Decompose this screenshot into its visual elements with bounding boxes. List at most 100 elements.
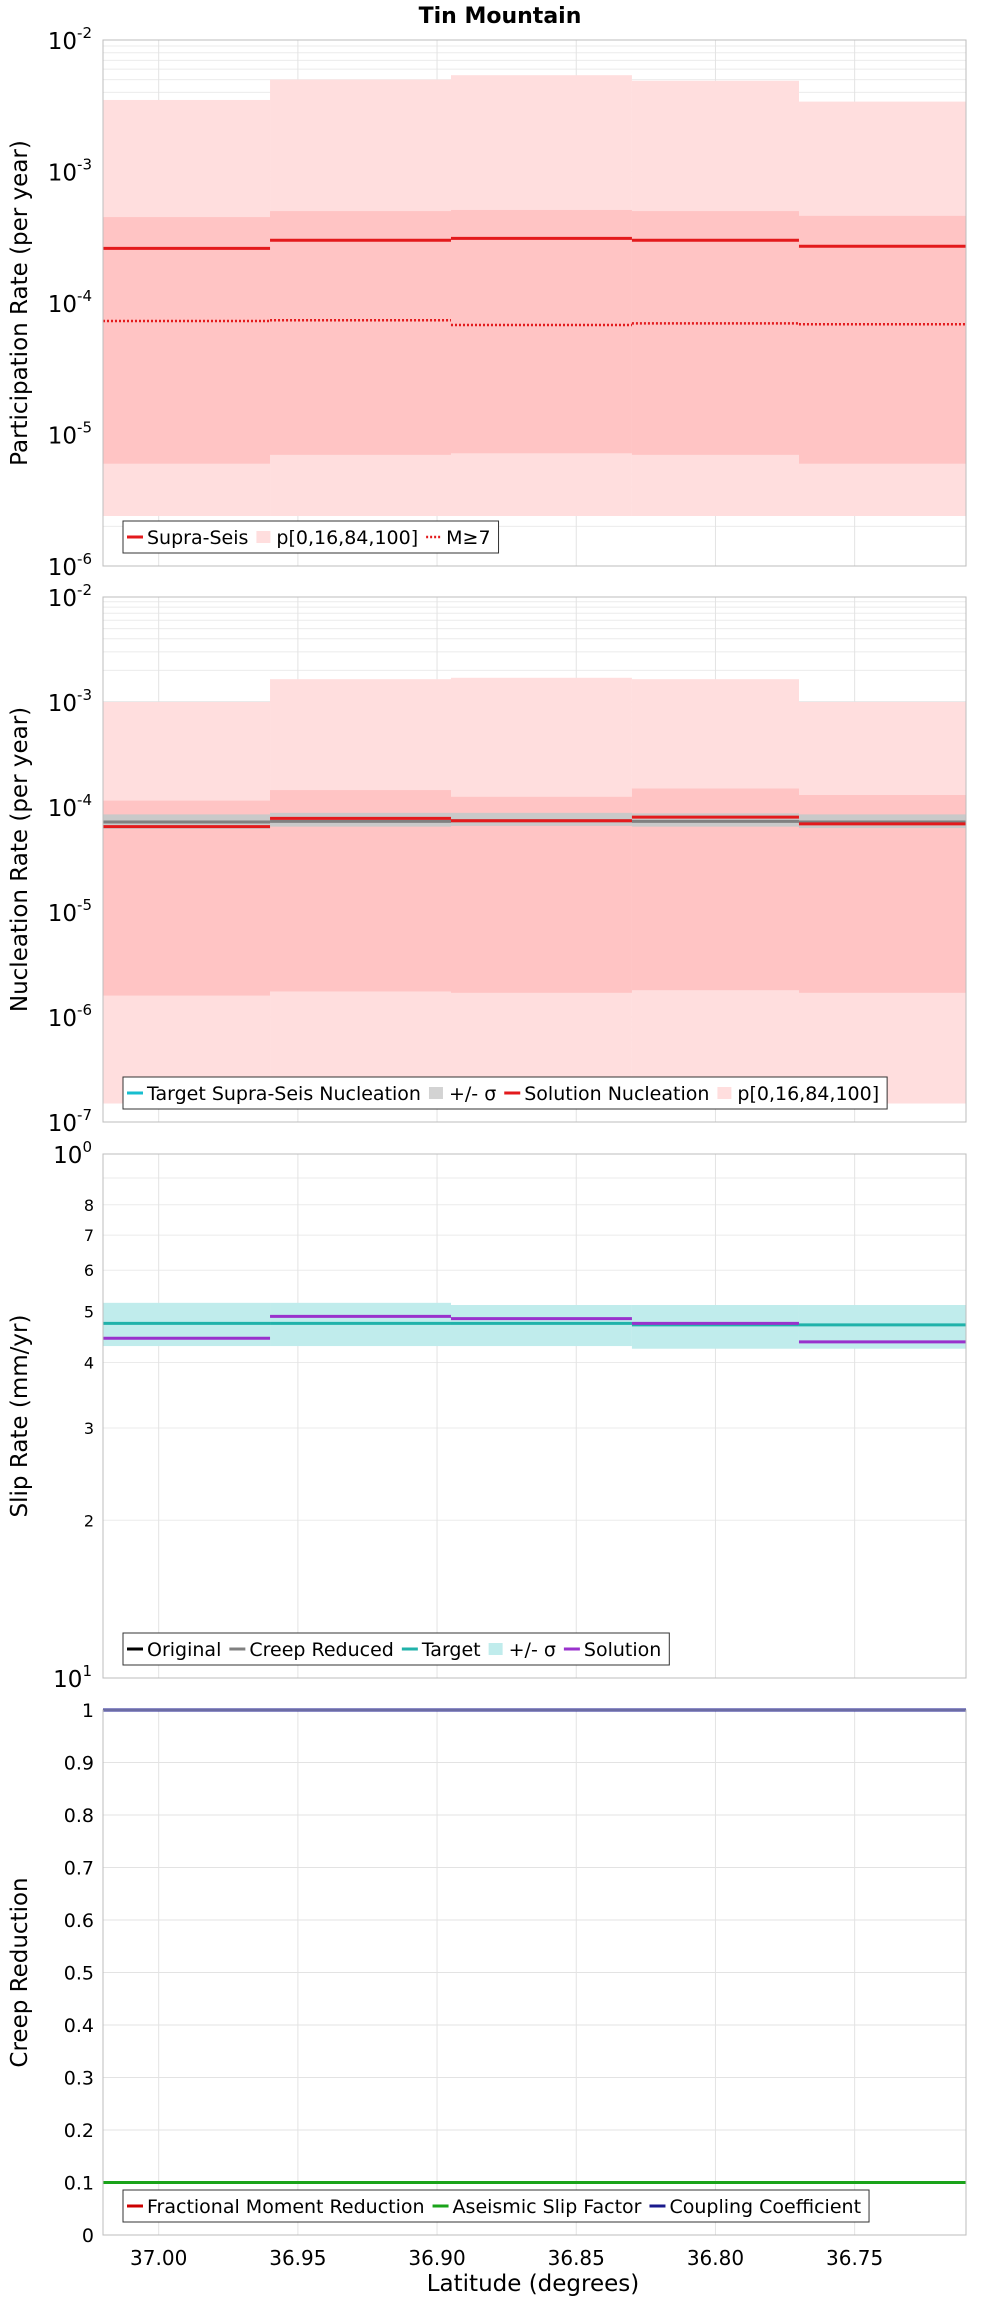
y-tick-label: 0 [82,2225,94,2247]
x-tick-label: 36.75 [826,2246,883,2270]
band-segment [798,215,966,464]
x-tick-label: 36.85 [548,2246,605,2270]
y-tick-label: 0.9 [64,1753,94,1775]
legend: Original Creep Reduced Target +/- σ Solution [122,1632,670,1666]
y-tick-label: 10-2 [48,24,92,55]
legend-swatch [717,1087,732,1099]
y-minor-tick-label: 7 [84,1226,94,1245]
y-tick-label: 10-6 [48,1001,92,1032]
panels: 10-6 10-5 10-4 10-3 10-2 Participation Rate (… [7,24,967,2270]
x-tick-label: 36.80 [687,2246,744,2270]
y-tick-label: 10-4 [48,791,92,822]
y-tick-label: 1 [82,1700,94,1722]
y-tick-label: 0.2 [64,2120,94,2142]
y-tick-label: 10-3 [48,156,92,187]
series-solution-nucleation [103,815,966,829]
legend-item: p[0,16,84,100] [717,1083,879,1105]
legend-item: Supra-Seis [127,527,248,549]
legend-label: Supra-Seis [147,527,248,549]
y-minor-tick-label: 4 [84,1354,94,1373]
legend-item: Target Supra-Seis Nucleation [127,1083,421,1105]
legend-label: p[0,16,84,100] [737,1083,879,1105]
y-tick-label: 0.6 [64,1910,94,1932]
y-axis-label: Participation Rate (per year) [7,140,33,466]
legend: Fractional Moment Reduction Aseismic Slip… [122,2189,870,2223]
band-p-16-84- [103,209,966,464]
x-tick-label: 36.95 [269,2246,326,2270]
y-tick-label: 0.4 [64,2015,94,2037]
series-supra-seis [103,236,966,250]
legend-label: Coupling Coefficient [669,2196,861,2218]
y-tick-label: 10-2 [48,581,92,612]
legend-item: Target [401,1639,481,1661]
band-segment [103,800,271,996]
y-tick-label: 0.8 [64,1805,94,1827]
plot-frame [102,596,967,1123]
x-tick-label: 36.90 [408,2246,465,2270]
legend-label: +/- σ [509,1639,556,1661]
legend-label: Solution [584,1639,661,1661]
y-minor-tick-label: 3 [84,1419,94,1438]
grid [103,1709,966,2236]
legend-label: Fractional Moment Reduction [147,2196,425,2218]
y-minor-tick-label: 2 [84,1511,94,1530]
legend-item: +/- σ [488,1639,556,1661]
legend-swatch [488,1643,503,1655]
legend-item: Original [127,1639,221,1661]
y-minor-tick-label: 8 [84,1196,94,1215]
grid [103,1154,966,1679]
y-axis-label: Creep Reduction [7,1877,33,2067]
legend-label: M≥7 [446,527,490,549]
legend-label: Target [421,1639,481,1661]
x-axis-label: Latitude (degrees) [427,2271,640,2297]
y-tick-labels: 10-7 10-6 10-5 10-4 10-3 10-2 [48,581,92,1137]
legend-label: Original [147,1639,221,1661]
legend-item: Solution Nucleation [504,1083,709,1105]
legend-label: Creep Reduced [249,1639,393,1661]
y-tick-label: 10-3 [48,686,92,717]
y-tick-label: 0.3 [64,2068,94,2090]
legend-swatch [428,1087,443,1099]
series-solution [103,1314,966,1344]
y-minor-tick-label: 5 [84,1303,94,1322]
panel-sliprate: 101 100 2 3 4 5 6 7 8 Slip Rate (mm/yr) Original Cr… [7,1138,967,1693]
y-tick-label: 0.7 [64,1858,94,1880]
figure-title: Tin Mountain [419,4,582,29]
legend-label: Aseismic Slip Factor [453,2196,642,2218]
y-axis-label: Nucleation Rate (per year) [7,707,33,1012]
x-tick-labels: 37.00 36.95 36.90 36.85 36.80 36.75 [130,2246,883,2270]
legend-item: Solution [563,1639,661,1661]
legend-label: Solution Nucleation [524,1083,709,1105]
y-tick-labels: 0 0.1 0.2 0.3 0.4 0.5 0.6 0.7 0.8 0.9 1 [64,1700,94,2247]
y-tick-label: 10-5 [48,419,92,450]
y-tick-label: 10-4 [48,287,92,318]
legend-item: p[0,16,84,100] [256,527,418,549]
legend-swatch [256,531,271,543]
band-segment [450,796,632,993]
band-segment [270,211,451,455]
y-tick-label: 10-5 [48,896,92,927]
legend-box [122,2189,870,2223]
y-tick-label: 10-6 [48,550,92,581]
panel-participation: 10-6 10-5 10-4 10-3 10-2 Participation Rate (… [7,24,967,581]
legend-label: p[0,16,84,100] [276,527,418,549]
y-minor-tick-label: 6 [84,1261,94,1280]
legend-item: Aseismic Slip Factor [432,2196,642,2218]
y-tick-labels: 101 100 2 3 4 5 6 7 8 [53,1138,94,1693]
band-segment [450,1305,632,1347]
legend-label: Target Supra-Seis Nucleation [146,1083,421,1105]
band-segment [103,217,271,464]
legend-item: Coupling Coefficient [649,2196,861,2218]
series-target [103,1321,966,1327]
y-tick-label: 100 [53,1138,92,1169]
legend-label: +/- σ [449,1083,496,1105]
plot-frame [102,1709,967,2236]
legend: Supra-Seis p[0,16,84,100] M≥7 [122,520,500,554]
legend-item: M≥7 [426,527,491,549]
y-axis-label: Slip Rate (mm/yr) [7,1315,33,1518]
plot-frame [102,1153,967,1679]
y-tick-label: 101 [53,1662,92,1693]
legend-item: +/- σ [428,1083,496,1105]
y-tick-label: 0.1 [64,2173,94,2195]
